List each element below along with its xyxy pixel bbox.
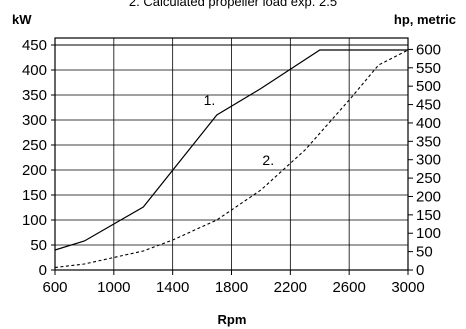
series-label-2: 2. — [262, 152, 274, 168]
series-labels: 1. 2. — [204, 92, 275, 168]
y2-tick-label: 400 — [416, 115, 441, 132]
y2-tick-label: 250 — [416, 170, 441, 187]
y2-tick-label: 350 — [416, 133, 441, 150]
grid — [51, 38, 413, 275]
y2-tick-label: 600 — [416, 41, 441, 58]
y-tick-label: 50 — [30, 237, 47, 254]
y2-tick-label: 150 — [416, 207, 441, 224]
y-tick-label: 200 — [22, 162, 47, 179]
series-line-1 — [54, 49, 408, 251]
x-tick-label: 1000 — [97, 279, 130, 296]
y-tick-label: 400 — [22, 62, 47, 79]
chart-caption: 2. Calculated propeller load exp. 2.5 — [129, 0, 337, 9]
y2-tick-label: 500 — [416, 78, 441, 95]
x-tick-label: 2600 — [332, 279, 365, 296]
y-tick-label: 250 — [22, 137, 47, 154]
y-tick-label: 450 — [22, 37, 47, 54]
y2-tick-label: 100 — [416, 225, 441, 242]
y2-tick-label: 300 — [416, 152, 441, 169]
series-label-1: 1. — [204, 92, 216, 108]
y-tick-label: 100 — [22, 212, 47, 229]
x-tick-label: 1800 — [215, 279, 248, 296]
y2-tick-label: 200 — [416, 188, 441, 205]
y2-tick-label: 450 — [416, 97, 441, 114]
y2-tick-label: 0 — [416, 262, 424, 279]
x-tick-label: 1400 — [156, 279, 189, 296]
x-tick-label: 3000 — [391, 279, 424, 296]
y-tick-label: 0 — [39, 262, 47, 279]
series-line-2 — [54, 49, 409, 269]
y-tick-label: 150 — [22, 187, 47, 204]
plot-frame — [54, 37, 409, 271]
y-axis-label-left: kW — [12, 12, 32, 27]
x-axis-label: Rpm — [218, 312, 247, 327]
x-tick-label: 600 — [42, 279, 67, 296]
tick-labels: 600 1000 1400 1800 2200 2600 30000501001502002… — [22, 37, 441, 296]
y2-tick-label: 50 — [416, 244, 433, 261]
y-tick-label: 350 — [22, 87, 47, 104]
x-tick-label: 2200 — [274, 279, 307, 296]
y-tick-label: 300 — [22, 112, 47, 129]
series-layer — [54, 49, 409, 269]
y2-tick-label: 550 — [416, 60, 441, 77]
y-axis-label-right: hp, metric — [394, 12, 456, 27]
